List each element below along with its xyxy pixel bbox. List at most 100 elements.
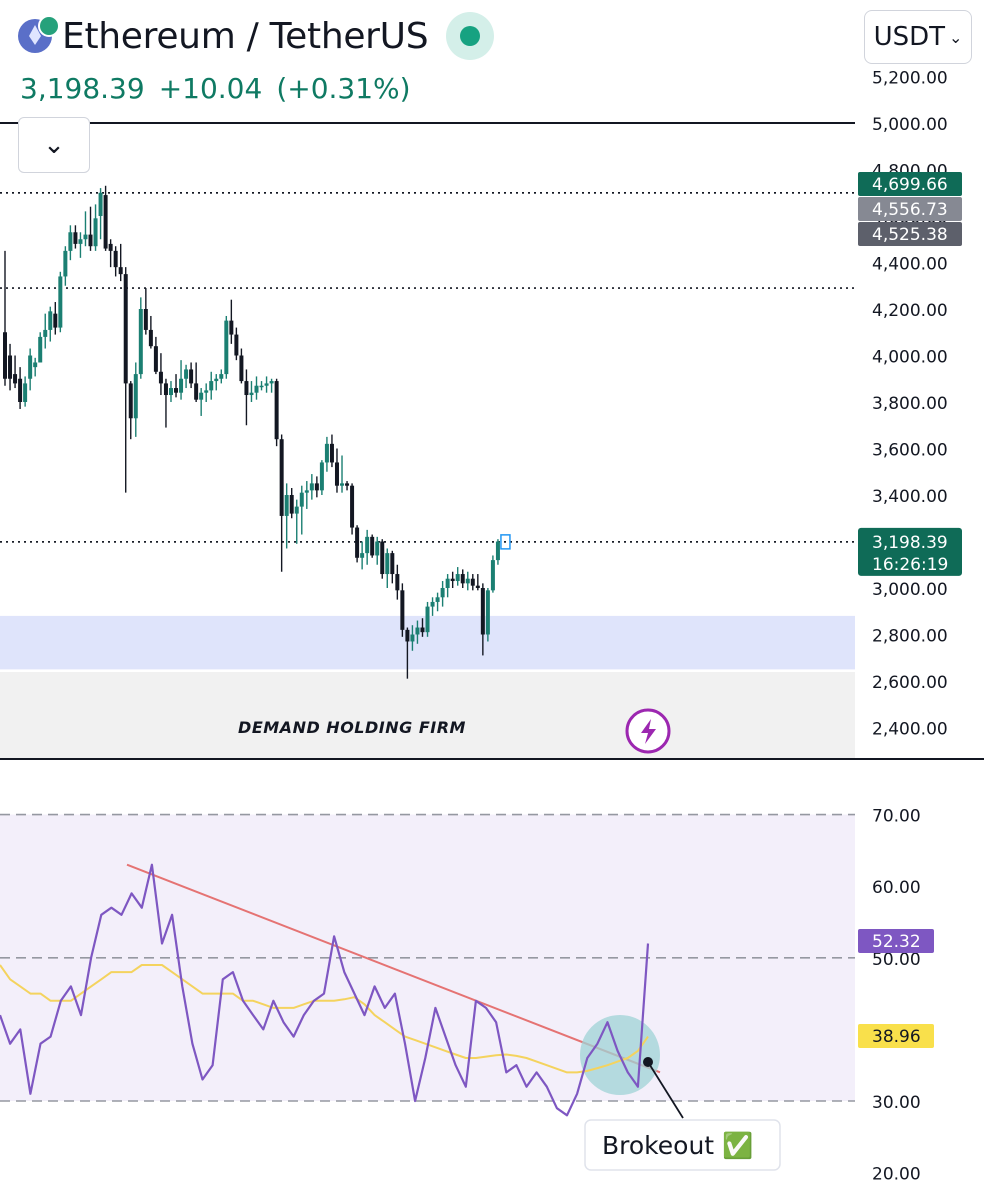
- last-price: 3,198.39: [20, 72, 145, 105]
- candle: [118, 267, 123, 275]
- candle: [440, 588, 445, 598]
- candle: [249, 392, 254, 396]
- price-axis-tick: 5,000.00: [872, 115, 948, 135]
- annotation-box: [584, 1119, 781, 1171]
- candle: [168, 388, 173, 396]
- price-axis-tick: 4,000.00: [872, 348, 948, 368]
- price-badge: [858, 197, 962, 221]
- rsi-trendline: [126, 863, 661, 1074]
- candle: [395, 574, 400, 591]
- price-badge-text: 4,699.66: [872, 175, 948, 195]
- candle: [123, 274, 128, 384]
- price-axis-tick: 4,400.00: [872, 255, 948, 275]
- annotation-pointer: [647, 1061, 684, 1119]
- price-axis-tick: 5,200.00: [872, 69, 948, 89]
- price-badge: [858, 172, 962, 196]
- candle: [299, 492, 304, 507]
- candle: [73, 232, 78, 244]
- candle: [239, 355, 244, 382]
- candle: [143, 309, 148, 330]
- candle: [224, 320, 229, 375]
- candle: [3, 332, 7, 379]
- candle: [199, 392, 204, 400]
- candle: [68, 232, 73, 251]
- rsi-line: [0, 863, 650, 1117]
- currency-select[interactable]: USDT ⌄: [864, 10, 972, 64]
- price-row: 3,198.39 +10.04 (+0.31%): [20, 72, 411, 105]
- candle: [490, 560, 495, 591]
- candle: [345, 483, 350, 486]
- candle: [279, 439, 284, 516]
- candle: [455, 574, 460, 582]
- countdown-badge-text: 16:26:19: [872, 555, 948, 575]
- candle: [410, 634, 415, 642]
- candle: [158, 371, 163, 384]
- chevron-down-icon: ⌄: [949, 27, 963, 47]
- tether-badge-icon: [38, 15, 60, 37]
- candle: [234, 334, 239, 356]
- price-axis-tick: 2,600.00: [872, 673, 948, 693]
- candle: [174, 388, 179, 393]
- demand-zone-label: DEMAND HOLDING FIRM: [238, 718, 466, 737]
- price-badge-text: 4,525.38: [872, 225, 948, 245]
- price-badge: [858, 222, 962, 246]
- chevron-down-icon: ⌄: [43, 130, 65, 160]
- rsi-axis-tick: 30.00: [872, 1093, 921, 1113]
- price-axis-tick: 3,000.00: [872, 580, 948, 600]
- candle: [43, 329, 48, 337]
- candle: [445, 578, 450, 588]
- currency-value: USDT: [873, 22, 946, 52]
- candle: [184, 369, 189, 379]
- candle: [93, 218, 98, 247]
- candle: [78, 239, 83, 244]
- candle: [495, 541, 500, 561]
- price-axis-tick: 2,800.00: [872, 627, 948, 647]
- candle: [219, 374, 224, 379]
- candle: [289, 495, 294, 514]
- candle: [13, 374, 18, 384]
- candle: [179, 378, 184, 393]
- candle: [214, 378, 219, 382]
- price-badge-text: 3,198.39: [872, 533, 948, 553]
- price-change-percent: (+0.31%): [276, 72, 411, 105]
- price-axis-tick: 3,800.00: [872, 394, 948, 414]
- candle: [103, 195, 108, 249]
- candle: [138, 309, 143, 375]
- candle: [48, 311, 53, 330]
- candle: [18, 378, 23, 402]
- candle: [415, 627, 420, 635]
- candle: [360, 553, 365, 558]
- candle: [355, 527, 360, 558]
- candle: [425, 606, 430, 633]
- rsi-value-badge: [858, 1024, 934, 1048]
- candle: [465, 578, 470, 584]
- candle: [53, 313, 58, 328]
- price-axis-tick: 4,200.00: [872, 301, 948, 321]
- candle: [264, 383, 269, 386]
- candle: [385, 553, 390, 575]
- collapse-legend-button[interactable]: ⌄: [18, 117, 90, 173]
- candle: [23, 383, 28, 402]
- candle: [329, 443, 334, 463]
- candle: [28, 355, 33, 379]
- current-price-marker: [500, 534, 511, 550]
- candle: [98, 192, 103, 216]
- candle: [480, 588, 485, 635]
- demand-label-band: [0, 672, 855, 758]
- candle: [319, 462, 324, 491]
- candle: [370, 536, 375, 556]
- candle: [294, 506, 299, 514]
- candle: [380, 541, 385, 575]
- price-badge: [858, 527, 962, 576]
- candle: [83, 234, 88, 240]
- candle: [450, 578, 455, 582]
- candle: [420, 627, 425, 633]
- candle: [38, 336, 43, 363]
- chart-header: Ethereum / TetherUS: [18, 12, 495, 60]
- candle: [108, 243, 113, 251]
- rsi-value-text: 38.96: [872, 1027, 921, 1047]
- candle: [475, 585, 480, 588]
- candle: [189, 369, 194, 384]
- candle: [314, 483, 319, 491]
